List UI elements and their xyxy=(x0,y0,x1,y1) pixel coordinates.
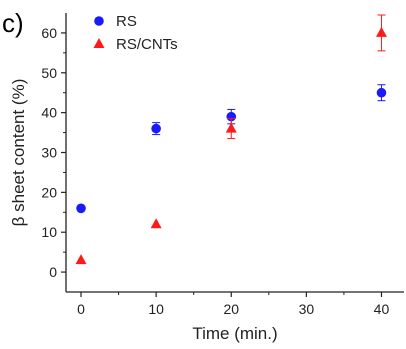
legend-label: RS/CNTs xyxy=(116,36,178,53)
data-point xyxy=(151,123,161,134)
axis-ticks: 0 10 20 30 40 0 10 20 30 40 50 60 xyxy=(41,25,389,317)
data-point xyxy=(225,122,237,133)
x-axis-label: Time (min.) xyxy=(192,324,277,343)
series-rs xyxy=(76,84,387,214)
x-tick-label: 30 xyxy=(299,301,315,317)
y-tick-label: 40 xyxy=(41,105,57,121)
y-tick-label: 60 xyxy=(41,25,57,41)
y-tick-label: 30 xyxy=(41,145,57,161)
plot-frame xyxy=(66,13,404,292)
x-tick-label: 20 xyxy=(223,301,239,317)
legend-marker xyxy=(94,16,104,26)
x-tick-label: 40 xyxy=(374,301,390,317)
y-tick-label: 50 xyxy=(41,65,57,81)
x-tick-label: 10 xyxy=(148,301,164,317)
data-point xyxy=(76,203,86,214)
legend-label: RS xyxy=(116,13,137,30)
panel-label: c) xyxy=(2,8,24,38)
y-tick-label: 20 xyxy=(41,184,57,200)
y-axis-label: β sheet content (%) xyxy=(9,79,28,227)
legend-marker xyxy=(93,38,105,48)
data-point xyxy=(150,218,162,229)
x-tick-label: 0 xyxy=(77,301,85,317)
data-point xyxy=(375,26,387,37)
plot-area xyxy=(65,13,404,293)
y-tick-label: 10 xyxy=(41,224,57,240)
series-rs-cnts xyxy=(75,14,387,265)
y-tick-label: 0 xyxy=(49,264,57,280)
legend: RS RS/CNTs xyxy=(93,13,178,53)
data-point xyxy=(75,254,87,265)
data-point xyxy=(376,87,387,98)
series-layer xyxy=(75,14,387,265)
